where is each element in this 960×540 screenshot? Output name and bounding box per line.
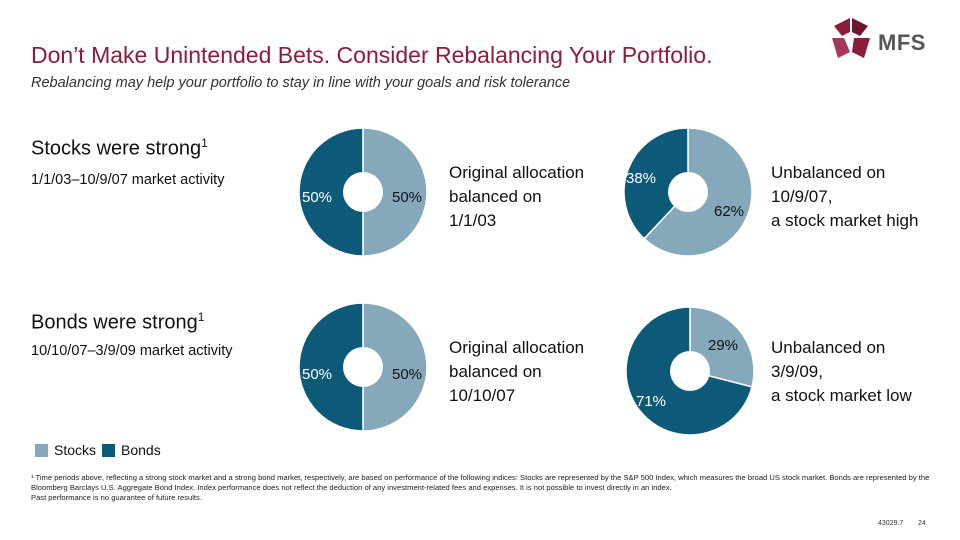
section-title-bonds: Bonds were strong1 (31, 310, 204, 335)
pie-description: Original allocation balanced on 10/10/07 (449, 336, 584, 408)
pie-slice-stocks (362, 128, 427, 256)
section-title-text: Stocks were strong (31, 137, 202, 160)
stocks-pct-label: 50% (392, 189, 423, 206)
legend-swatch-stocks (35, 443, 48, 457)
footnote: ¹ Time periods above, reflecting a stron… (31, 473, 931, 503)
desc-line: Original allocation (449, 338, 585, 357)
pie-chart-stocks-original (299, 128, 427, 256)
desc-line: 10/9/07, (771, 187, 833, 206)
desc-line: a stock market high (771, 211, 919, 230)
page-subtitle: Rebalancing may help your portfolio to s… (31, 75, 571, 91)
bonds-pct-label: 50% (302, 189, 333, 206)
donut-hole (343, 347, 383, 387)
section-title-stocks: Stocks were strong1 (31, 136, 208, 161)
legend-swatch-bonds (102, 443, 116, 457)
mfs-logo-mark-icon (832, 18, 870, 58)
page-title: Don’t Make Unintended Bets. Consider Reb… (31, 42, 713, 68)
bonds-pct-label: 50% (302, 366, 333, 383)
pie-description: Original allocation balanced on 1/1/03 (449, 161, 584, 233)
desc-line: Unbalanced on (771, 163, 886, 182)
stocks-pct-label: 29% (708, 337, 739, 354)
pie-slice-bonds (624, 128, 689, 240)
desc-line: 1/1/03 (449, 211, 497, 230)
pie-chart-bonds-original (299, 303, 427, 431)
stocks-pct-label: 50% (392, 366, 423, 383)
pie-chart-stocks-unbalanced (624, 128, 752, 256)
mfs-logo-text: MFS (878, 30, 926, 55)
chart-legend: Stocks Bonds (35, 441, 167, 459)
donut-hole (670, 351, 710, 391)
legend-label-bonds: Bonds (121, 442, 161, 458)
desc-line: 3/9/09, (771, 362, 823, 381)
pie-slice-bonds (299, 303, 364, 431)
donut-hole (668, 172, 708, 212)
bonds-pct-label: 71% (636, 393, 667, 410)
pie-svg (624, 128, 752, 256)
stocks-pct-label: 62% (714, 203, 745, 220)
pie-slice-stocks (362, 303, 427, 431)
footnote-disclaimer: Past performance is no guarantee of futu… (31, 493, 202, 502)
pie-svg (299, 303, 427, 431)
footnote-marker: 1 (201, 136, 208, 150)
pie-svg (626, 307, 754, 435)
pie-slice-bonds (299, 128, 364, 256)
desc-line: 10/10/07 (449, 386, 516, 405)
pie-svg (299, 128, 427, 256)
footnote-text: ¹ Time periods above, reflecting a stron… (31, 473, 930, 492)
donut-hole (343, 172, 383, 212)
document-code: 43029.7 (878, 520, 904, 527)
pie-chart-bonds-unbalanced (626, 307, 754, 435)
pie-description: Unbalanced on 3/9/09, a stock market low (771, 336, 912, 408)
mfs-logo: MFS (828, 16, 938, 66)
page-number: 24 (918, 520, 926, 527)
desc-line: balanced on (449, 187, 542, 206)
period-bonds: 10/10/07–3/9/09 market activity (31, 343, 233, 359)
bonds-pct-label: 38% (626, 170, 657, 187)
footnote-marker: 1 (197, 310, 205, 324)
desc-line: a stock market low (771, 386, 912, 405)
desc-line: Unbalanced on (771, 338, 886, 357)
period-stocks: 1/1/03–10/9/07 market activity (31, 172, 225, 188)
legend-label-stocks: Stocks (54, 442, 97, 458)
desc-line: Original allocation (449, 163, 585, 182)
pie-description: Unbalanced on 10/9/07, a stock market hi… (771, 161, 918, 233)
desc-line: balanced on (449, 362, 542, 381)
section-title-text: Bonds were strong (31, 311, 198, 334)
